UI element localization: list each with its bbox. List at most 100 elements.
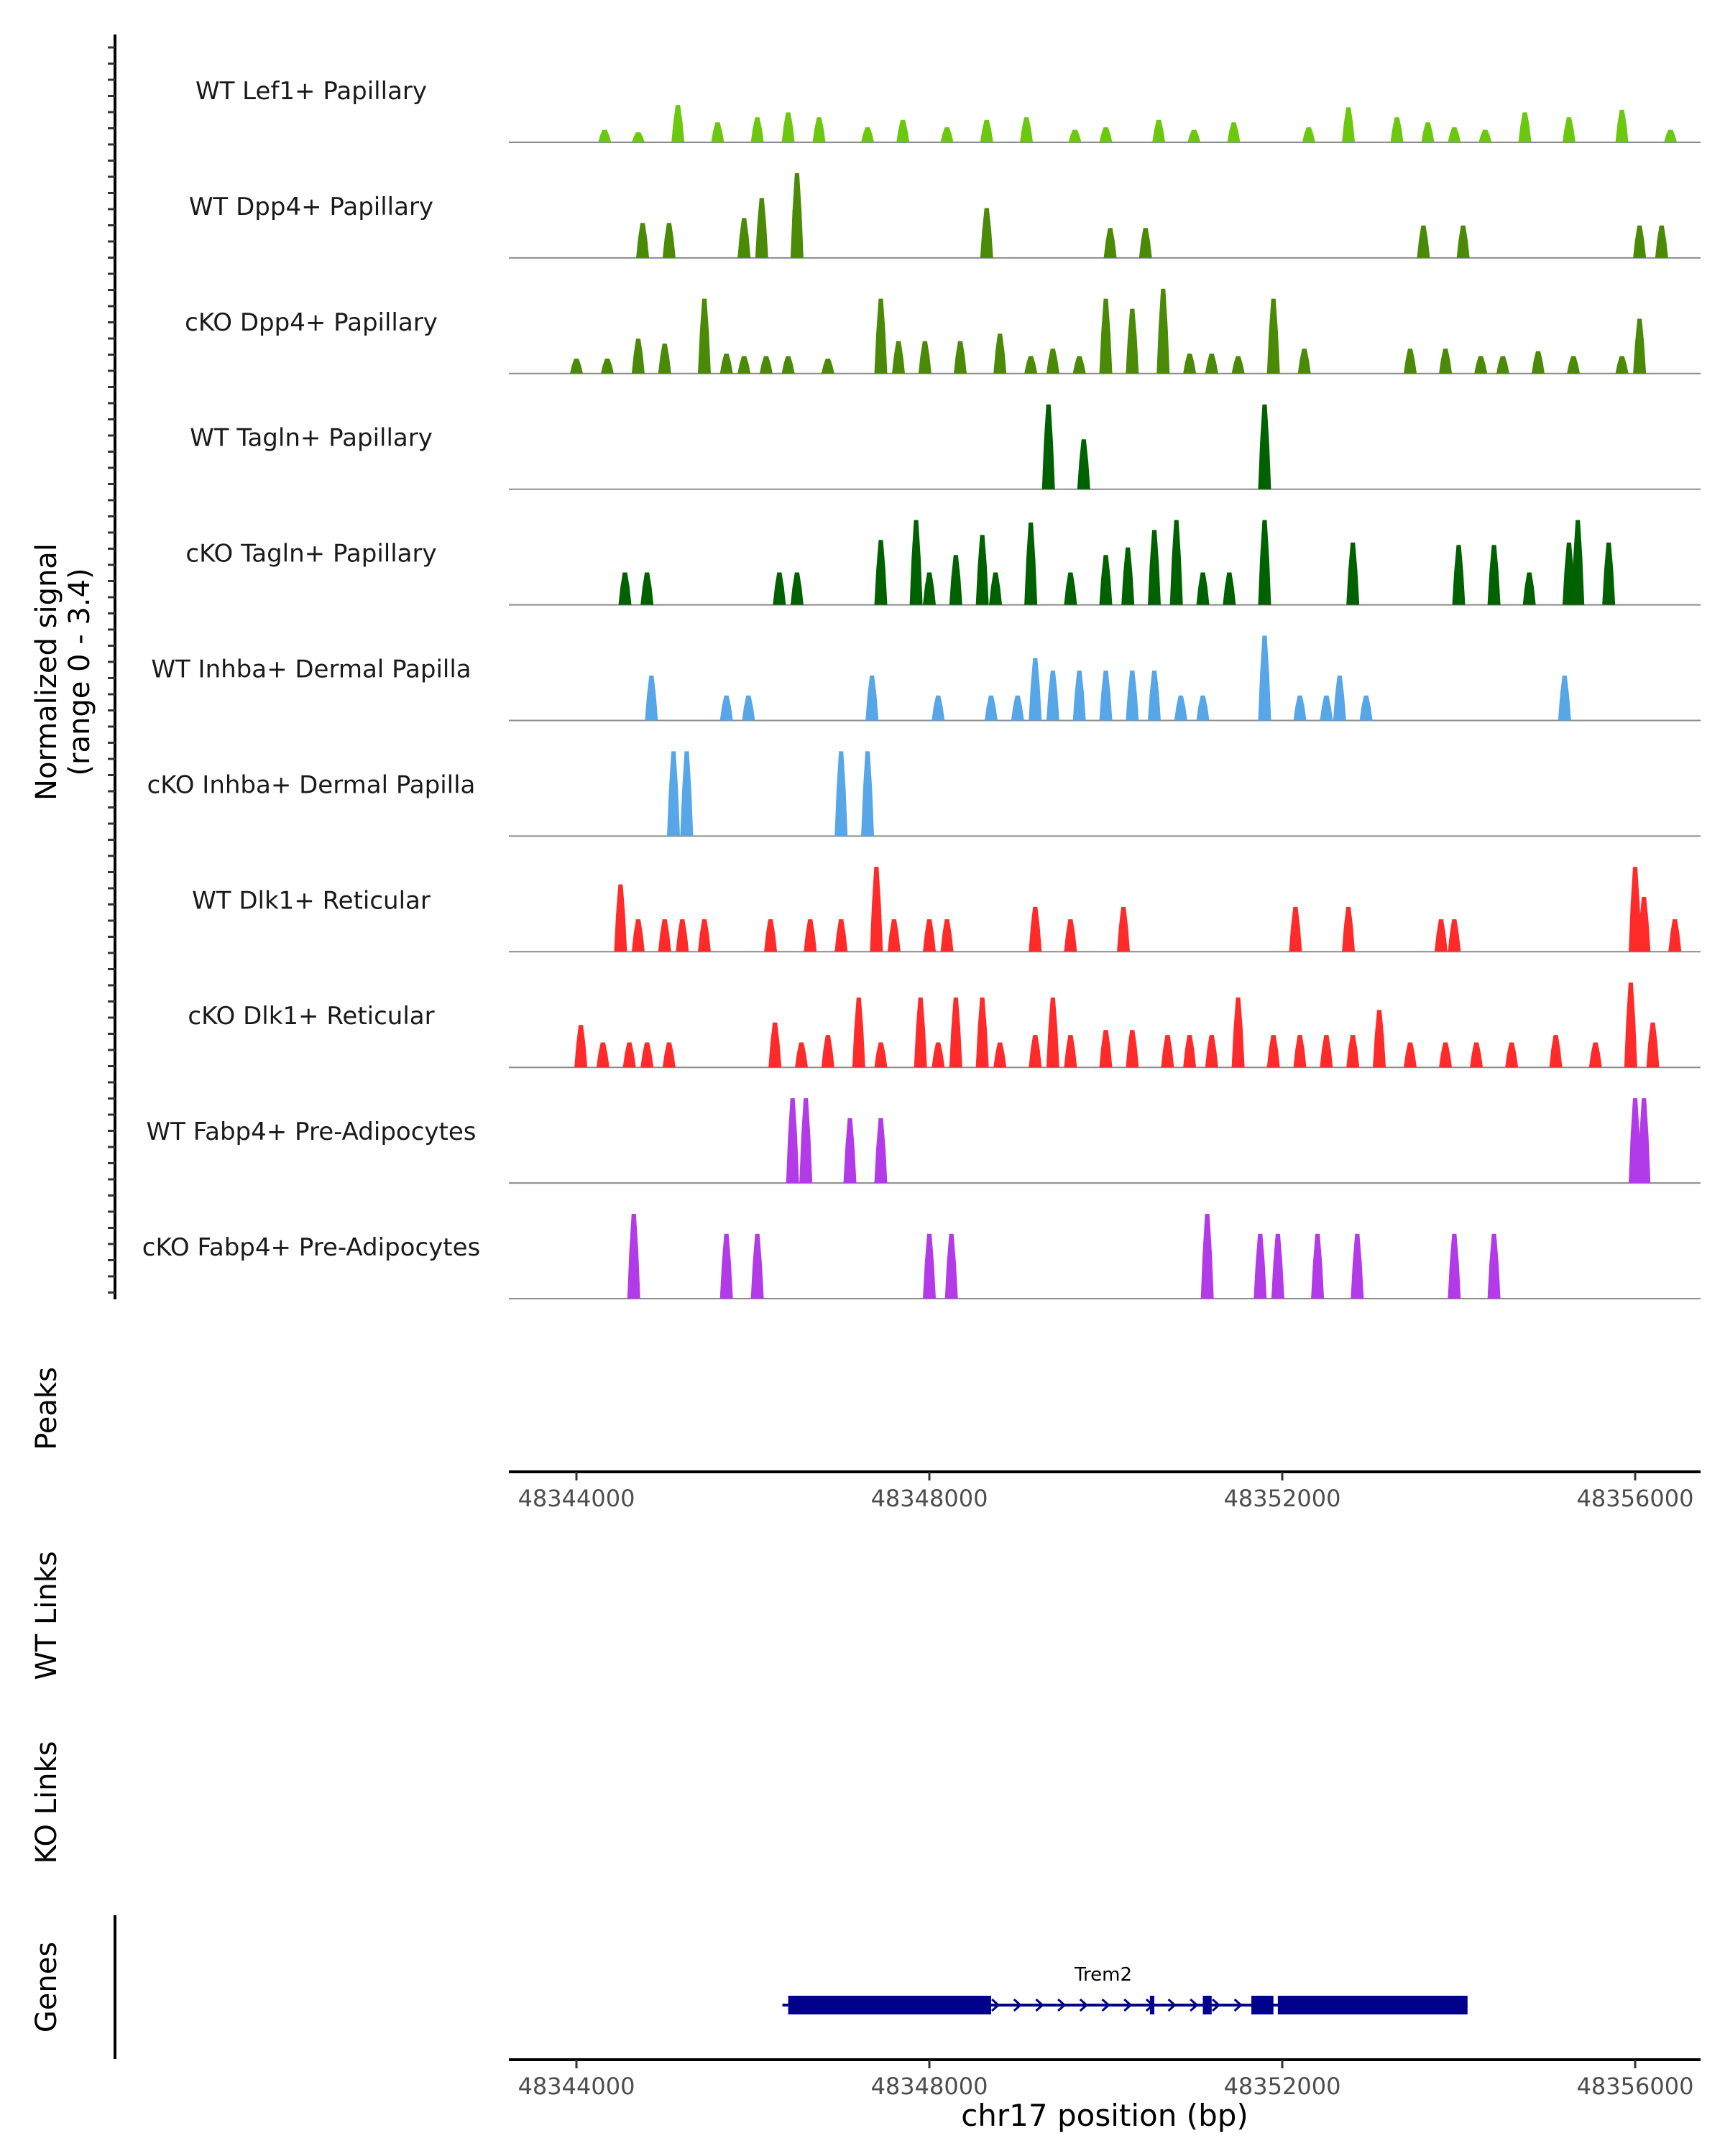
strand-arrow <box>1211 1998 1221 2012</box>
coverage-peak <box>622 1042 636 1068</box>
coverage-peak <box>918 341 932 374</box>
coverage-peak <box>1068 129 1082 142</box>
coverage-peak <box>786 1098 799 1184</box>
coverage-peak <box>1187 129 1201 142</box>
coverage-peak <box>768 1022 782 1068</box>
coverage-peak <box>1156 288 1170 374</box>
track-label: cKO Tagln+ Papillary <box>185 540 436 568</box>
ko-links-panel-label: KO Links <box>30 1741 63 1864</box>
coverage-peak <box>1126 1030 1139 1068</box>
coverage-peak <box>896 119 910 142</box>
strand-arrow <box>991 1998 1000 2012</box>
coverage-peak <box>1099 1030 1113 1068</box>
coverage-peak <box>1161 1035 1174 1068</box>
coverage-peak <box>1655 225 1668 258</box>
coverage-peak <box>781 112 795 142</box>
coverage-peak <box>636 223 650 258</box>
coverage-peak <box>865 676 879 721</box>
coverage-peak <box>1289 906 1302 952</box>
coverage-peak <box>1046 349 1059 374</box>
coverage-peak <box>1390 117 1404 142</box>
coverage-peak <box>667 751 681 837</box>
coverage-peak <box>1046 671 1059 721</box>
coverage-peak <box>1266 298 1280 374</box>
coverage-peak <box>1205 354 1218 374</box>
signal-axis-range-label: (range 0 - 3.4) <box>63 568 96 775</box>
x-tick-label: 48356000 <box>1577 1485 1694 1512</box>
gene-exon <box>1149 1996 1155 2014</box>
coverage-peak <box>874 1042 888 1068</box>
coverage-peak <box>1531 351 1545 374</box>
signal-axis-label: Normalized signal <box>30 543 63 801</box>
coverage-peak <box>1633 318 1647 374</box>
coverage-peak <box>1258 520 1271 605</box>
coverage-peak <box>737 218 751 258</box>
coverage-peak <box>887 919 901 952</box>
coverage-peak <box>1487 545 1501 605</box>
coverage-peak <box>984 695 998 721</box>
coverage-peak <box>914 998 927 1068</box>
coverage-peak <box>1496 356 1509 374</box>
coverage-peak <box>719 695 733 721</box>
gene-exon <box>1251 1996 1274 2014</box>
coverage-peak <box>834 751 848 837</box>
coverage-peak <box>570 358 583 374</box>
coverage-peak <box>600 358 614 374</box>
coverage-peak <box>923 572 936 605</box>
coverage-peak <box>680 751 694 837</box>
coverage-peak <box>1293 1035 1307 1068</box>
coverage-peak <box>631 132 645 142</box>
coverage-peak <box>1117 906 1131 952</box>
coverage-peak <box>1470 1042 1484 1068</box>
coverage-peak <box>750 117 764 142</box>
coverage-peak <box>1448 919 1461 952</box>
coverage-peak <box>1029 906 1042 952</box>
coverage-peak <box>1346 542 1360 605</box>
coverage-peak <box>1518 112 1532 142</box>
coverage-peak <box>1174 695 1187 721</box>
coverage-peak <box>1152 119 1166 142</box>
x-tick-label: 48356000 <box>1577 2073 1694 2100</box>
coverage-peak <box>1200 1214 1214 1299</box>
coverage-peak <box>1403 349 1417 374</box>
coverage-peak <box>932 695 945 721</box>
coverage-peak <box>658 919 671 952</box>
coverage-peak <box>975 535 989 605</box>
coverage-peak <box>932 1042 945 1068</box>
coverage-peak <box>1196 695 1210 721</box>
coverage-peak <box>1602 542 1616 605</box>
track-wt-dlk1-reticular: WT Dlk1+ Reticular <box>192 867 1701 953</box>
coverage-peak <box>1231 356 1245 374</box>
coverage-peak <box>874 540 888 605</box>
coverage-peak <box>812 117 826 142</box>
track-label: WT Dpp4+ Papillary <box>189 193 433 221</box>
x-tick-label: 48348000 <box>871 2073 988 2100</box>
coverage-peak <box>1103 228 1117 258</box>
coverage-peak <box>1333 676 1346 721</box>
strand-arrow <box>1013 1998 1023 2012</box>
coverage-peak <box>618 572 632 605</box>
coverage-peak <box>1558 676 1571 721</box>
strand-arrow <box>1101 1998 1110 2012</box>
track-wt-lef1-papillary: WT Lef1+ Papillary <box>196 77 1701 143</box>
coverage-peak <box>1041 404 1055 489</box>
coverage-peak <box>1474 356 1488 374</box>
coverage-peak <box>1046 998 1059 1068</box>
coverage-peak <box>1302 127 1315 142</box>
coverage-peak <box>790 172 804 258</box>
coverage-peak <box>1439 349 1453 374</box>
track-label: WT Inhba+ Dermal Papilla <box>151 655 471 684</box>
coverage-peak <box>1258 404 1271 489</box>
coverage-peak <box>1099 671 1113 721</box>
gene-exon <box>788 1996 991 2014</box>
coverage-peak <box>1258 635 1271 721</box>
gene-label-trem2: Trem2 <box>1074 1964 1132 1986</box>
coverage-peak <box>953 341 967 374</box>
coverage-peak <box>671 104 685 142</box>
coverage-peak <box>662 1042 676 1068</box>
coverage-peak <box>676 919 689 952</box>
coverage-peak <box>658 344 671 374</box>
coverage-peak <box>923 1233 936 1299</box>
peaks-panel-label: Peaks <box>30 1367 63 1450</box>
